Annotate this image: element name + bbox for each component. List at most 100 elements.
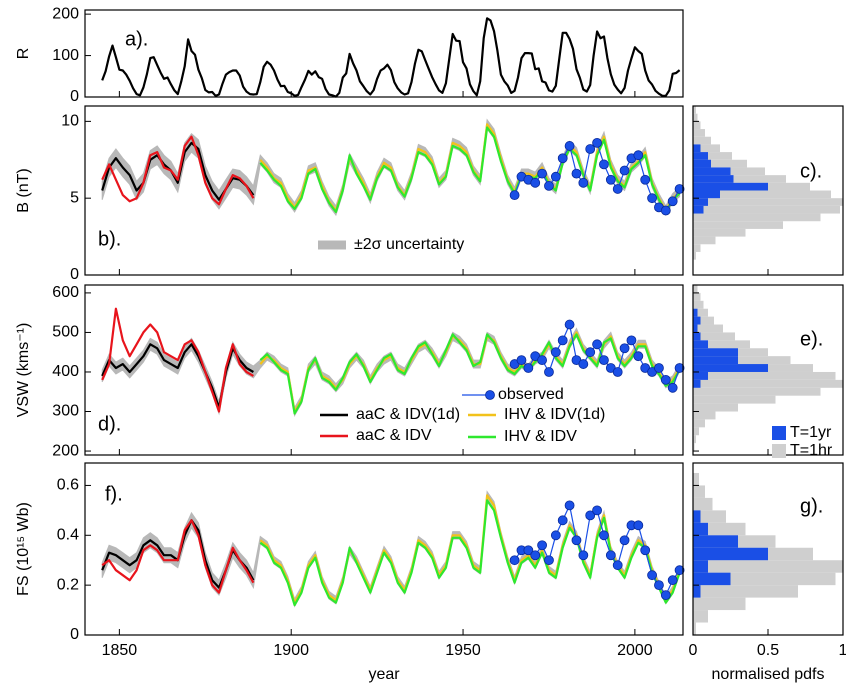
- data-point: [612, 367, 623, 377]
- data-point: [605, 550, 616, 561]
- data-point: [585, 510, 596, 521]
- y-tick-label: 0: [70, 626, 79, 643]
- y-tick-label: 200: [52, 442, 79, 459]
- data-point: [667, 196, 678, 207]
- histogram-bar: [693, 236, 716, 245]
- legend-label: IHV & IDV: [504, 428, 577, 445]
- x-tick-label: 0: [689, 642, 698, 659]
- histogram-bar: [693, 560, 708, 573]
- histogram-bar: [693, 356, 791, 365]
- x-axis-label: normalised pdfs: [712, 666, 825, 683]
- data-point: [619, 343, 630, 354]
- data-point: [544, 180, 554, 191]
- histogram-bar: [693, 572, 731, 586]
- data-point: [647, 570, 657, 581]
- legend-label: IHV & IDV(1d): [504, 406, 605, 423]
- series-line: [101, 135, 255, 206]
- y-tick-label: 300: [52, 403, 79, 420]
- histogram-bar: [693, 205, 840, 214]
- histogram-bar: [693, 182, 768, 191]
- histogram-bar: [693, 308, 708, 317]
- histogram-bar: [693, 175, 734, 183]
- y-tick-label: 0: [70, 266, 79, 283]
- histogram-bar: [693, 379, 843, 388]
- data-point: [660, 374, 671, 385]
- data-point: [564, 500, 575, 511]
- data-point: [612, 184, 623, 194]
- histogram-bar: [693, 411, 716, 420]
- y-tick-label: 500: [52, 324, 79, 341]
- series-line: [101, 519, 255, 594]
- plot-frame: [84, 284, 684, 456]
- data-point: [640, 174, 651, 185]
- data-point: [619, 165, 630, 176]
- data-point: [550, 347, 561, 358]
- data-point: [516, 355, 527, 366]
- data-point: [599, 355, 609, 366]
- plot-frame: [84, 9, 684, 98]
- data-point: [660, 205, 671, 216]
- histogram-bar: [693, 251, 696, 260]
- y-tick-label: 5: [70, 189, 79, 206]
- data-point: [674, 363, 685, 373]
- y-tick-label: 0.4: [57, 527, 79, 544]
- legend-label: aaC & IDV(1d): [356, 406, 460, 423]
- legend-label: observed: [498, 386, 564, 403]
- histogram-bar: [693, 547, 768, 561]
- data-point: [599, 530, 609, 541]
- data-point: [557, 335, 568, 346]
- y-axis-label: B (nT): [15, 168, 32, 212]
- plot-frame: [84, 462, 684, 636]
- legend-swatch: [772, 426, 786, 440]
- histogram-bar: [693, 510, 726, 523]
- y-axis-label: R: [15, 48, 32, 60]
- histogram-bar: [693, 340, 708, 349]
- histogram-bar: [693, 316, 714, 325]
- histogram-bar: [693, 371, 708, 380]
- histogram-bar: [693, 292, 701, 301]
- data-point: [530, 177, 541, 188]
- legend-swatch: [772, 444, 786, 458]
- data-point: [612, 560, 623, 571]
- data-point: [523, 363, 534, 373]
- histogram-bar: [693, 175, 786, 183]
- histogram-bar: [693, 285, 698, 293]
- histogram-bar: [693, 228, 746, 237]
- histogram-bar: [693, 522, 708, 536]
- x-tick-label: 1: [839, 642, 846, 659]
- data-point: [544, 367, 554, 377]
- histogram-bar: [693, 159, 711, 168]
- histogram-bar: [693, 510, 701, 523]
- histogram-bar: [693, 395, 776, 404]
- histogram-bar: [693, 190, 831, 199]
- data-point: [674, 184, 685, 194]
- histogram-bar: [693, 356, 738, 365]
- y-tick-label: 0: [70, 88, 79, 105]
- histogram-bar: [693, 324, 723, 333]
- panel-label: b).: [98, 228, 121, 250]
- histogram-bar: [693, 113, 698, 122]
- data-point: [509, 555, 520, 566]
- data-point: [592, 137, 602, 148]
- histogram-bar: [693, 340, 750, 349]
- series-line: [259, 333, 681, 415]
- data-point: [557, 153, 568, 164]
- series-line: [259, 123, 681, 212]
- histogram-bar: [693, 485, 705, 498]
- y-tick-label: 100: [52, 47, 79, 64]
- x-tick-label: 1950: [445, 642, 481, 659]
- y-tick-label: 0.2: [57, 576, 79, 593]
- panel-label: e).: [800, 328, 823, 350]
- data-point: [578, 177, 589, 188]
- data-point: [564, 141, 575, 151]
- data-point: [585, 144, 596, 154]
- data-point: [660, 590, 671, 601]
- series-line: [101, 307, 254, 413]
- histogram-bar: [693, 136, 711, 145]
- data-point: [633, 520, 644, 531]
- histogram-bar: [693, 419, 705, 428]
- histogram-bar: [693, 159, 747, 168]
- data-point: [633, 150, 644, 161]
- data-point: [537, 355, 547, 366]
